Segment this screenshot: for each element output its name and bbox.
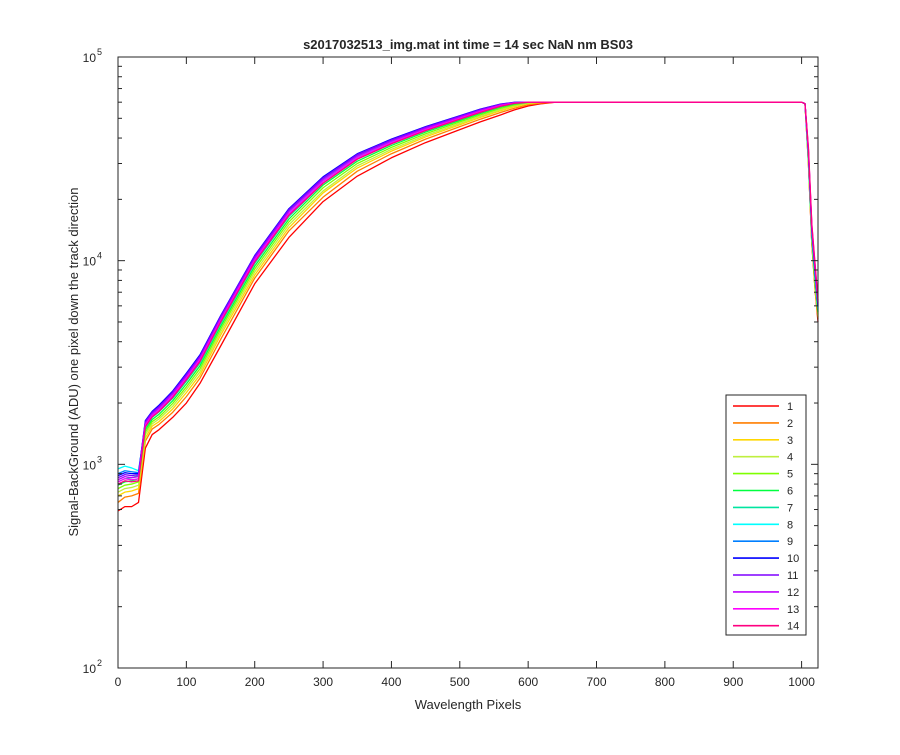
series-layer <box>117 101 819 512</box>
x-tick-label: 600 <box>518 675 538 689</box>
x-tick-label: 900 <box>723 675 743 689</box>
x-tick-label: 200 <box>245 675 265 689</box>
x-tick-label: 0 <box>115 675 122 689</box>
plot-frame <box>117 56 819 669</box>
chart-title: s2017032513_img.mat int time = 14 sec Na… <box>303 37 633 52</box>
legend-label-11: 11 <box>787 570 798 582</box>
legend-label-12: 12 <box>787 587 799 599</box>
legend-label-9: 9 <box>787 536 793 548</box>
x-tick-label: 300 <box>313 675 333 689</box>
y-tick-label-exponent: 3 <box>97 454 102 464</box>
legend-label-2: 2 <box>787 418 793 430</box>
y-tick-label: 10 <box>83 255 97 269</box>
legend-label-3: 3 <box>787 435 793 447</box>
x-axis-label: Wavelength Pixels <box>415 697 522 712</box>
x-tick-label: 1000 <box>788 675 815 689</box>
legend-label-7: 7 <box>787 502 793 514</box>
legend-box <box>725 394 807 636</box>
legend-label-8: 8 <box>787 519 793 531</box>
x-tick-label: 700 <box>587 675 607 689</box>
y-tick-label: 10 <box>83 51 97 65</box>
x-tick-label: 800 <box>655 675 675 689</box>
legend-label-14: 14 <box>787 621 799 633</box>
y-tick-label: 10 <box>83 458 97 472</box>
legend-label-13: 13 <box>787 604 799 616</box>
legend-label-6: 6 <box>787 486 793 498</box>
legend-label-10: 10 <box>787 553 799 565</box>
y-tick-label: 10 <box>83 662 97 676</box>
x-tick-label: 500 <box>450 675 470 689</box>
legend-label-1: 1 <box>787 401 793 413</box>
legend-label-4: 4 <box>787 452 793 464</box>
y-tick-label-exponent: 4 <box>97 251 102 261</box>
y-tick-label-exponent: 2 <box>97 658 102 668</box>
x-axis: 0 100 200 300 400 500 600 700 800 900 1000 <box>115 57 815 689</box>
x-tick-label: 100 <box>176 675 196 689</box>
x-tick-label: 400 <box>381 675 401 689</box>
plot-background <box>118 57 818 668</box>
y-axis-label: Signal-BackGround (ADU) one pixel down t… <box>66 187 81 536</box>
y-tick-label-exponent: 5 <box>97 47 102 57</box>
series-line-14 <box>117 101 819 485</box>
legend-label-5: 5 <box>787 469 793 481</box>
